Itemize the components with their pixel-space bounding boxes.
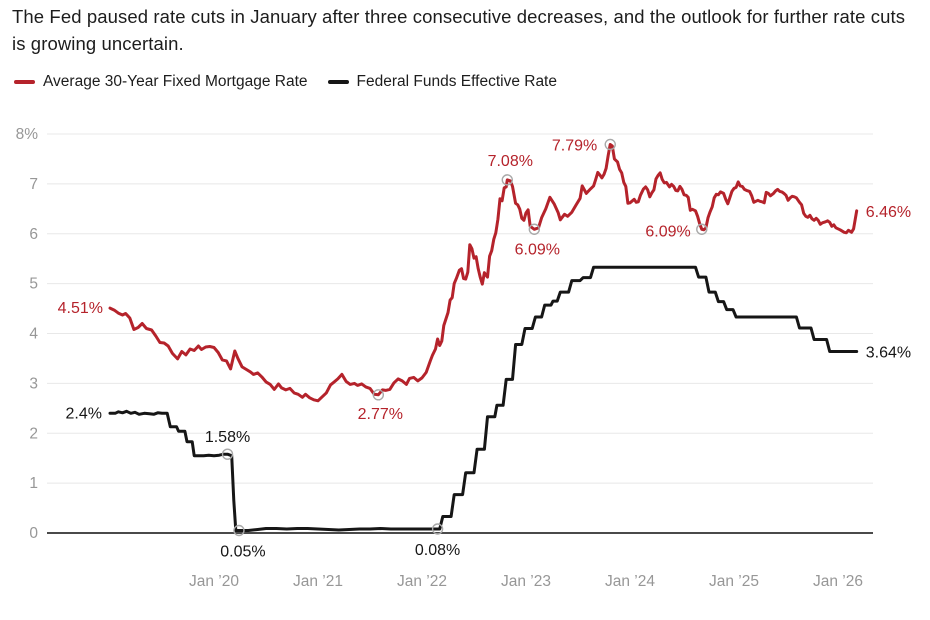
annotation-label: 7.08% bbox=[488, 153, 533, 170]
annotation-label: 7.79% bbox=[552, 137, 597, 154]
series-line-fed-funds bbox=[108, 265, 859, 532]
legend-label-mortgage-rate: Average 30-Year Fixed Mortgage Rate bbox=[43, 73, 308, 90]
y-axis-label: 4 bbox=[29, 326, 38, 343]
annotation-label: 6.09% bbox=[645, 223, 690, 240]
x-axis-label: Jan ’25 bbox=[709, 573, 759, 590]
legend-item-mortgage-rate: Average 30-Year Fixed Mortgage Rate bbox=[14, 73, 308, 91]
y-axis-label: 0 bbox=[29, 525, 38, 542]
annotation-label: 6.46% bbox=[866, 204, 911, 221]
annotation-label: 4.51% bbox=[58, 300, 103, 317]
y-axis-label: 3 bbox=[29, 375, 38, 392]
legend-item-fed-funds-rate: Federal Funds Effective Rate bbox=[327, 73, 557, 91]
y-axis-label: 1 bbox=[29, 475, 38, 492]
annotation-marker bbox=[372, 389, 385, 401]
annotation-marker bbox=[501, 174, 513, 186]
chart-legend: Average 30-Year Fixed Mortgage Rate Fede… bbox=[14, 73, 557, 91]
y-axis-label: 6 bbox=[29, 226, 38, 243]
x-axis-label: Jan ’22 bbox=[397, 573, 447, 590]
annotation-label: 1.58% bbox=[205, 429, 250, 446]
mortgage-rate-line-swatch-icon bbox=[14, 80, 35, 84]
annotation-marker bbox=[233, 524, 245, 537]
x-axis-label: Jan ’26 bbox=[813, 573, 863, 590]
annotation-marker bbox=[431, 523, 444, 535]
fed-funds-line-swatch-icon bbox=[327, 80, 349, 84]
x-axis-label: Jan ’24 bbox=[605, 573, 655, 590]
x-axis-label: Jan ’20 bbox=[189, 573, 239, 590]
chart-title: The Fed paused rate cuts in January afte… bbox=[12, 6, 906, 54]
legend-label-fed-funds-rate: Federal Funds Effective Rate bbox=[356, 73, 557, 90]
annotation-marker bbox=[696, 223, 708, 235]
y-axis-label: 7 bbox=[29, 176, 38, 193]
annotation-label: 0.05% bbox=[220, 544, 265, 561]
annotation-label: 6.09% bbox=[515, 241, 560, 258]
y-axis-label: 5 bbox=[29, 276, 38, 293]
annotation-label: 2.4% bbox=[66, 405, 102, 422]
y-axis-label: 8% bbox=[16, 126, 39, 143]
series-line-mortgage-rate bbox=[108, 143, 859, 403]
annotation-marker bbox=[221, 448, 234, 460]
annotation-marker bbox=[604, 138, 616, 151]
annotation-label: 0.08% bbox=[415, 542, 460, 559]
x-axis-label: Jan ’23 bbox=[501, 573, 551, 590]
y-axis-label: 2 bbox=[29, 425, 38, 442]
x-axis-label: Jan ’21 bbox=[293, 573, 343, 590]
annotation-label: 2.77% bbox=[358, 406, 403, 423]
annotation-marker bbox=[528, 223, 541, 235]
annotation-label: 3.64% bbox=[866, 344, 911, 361]
